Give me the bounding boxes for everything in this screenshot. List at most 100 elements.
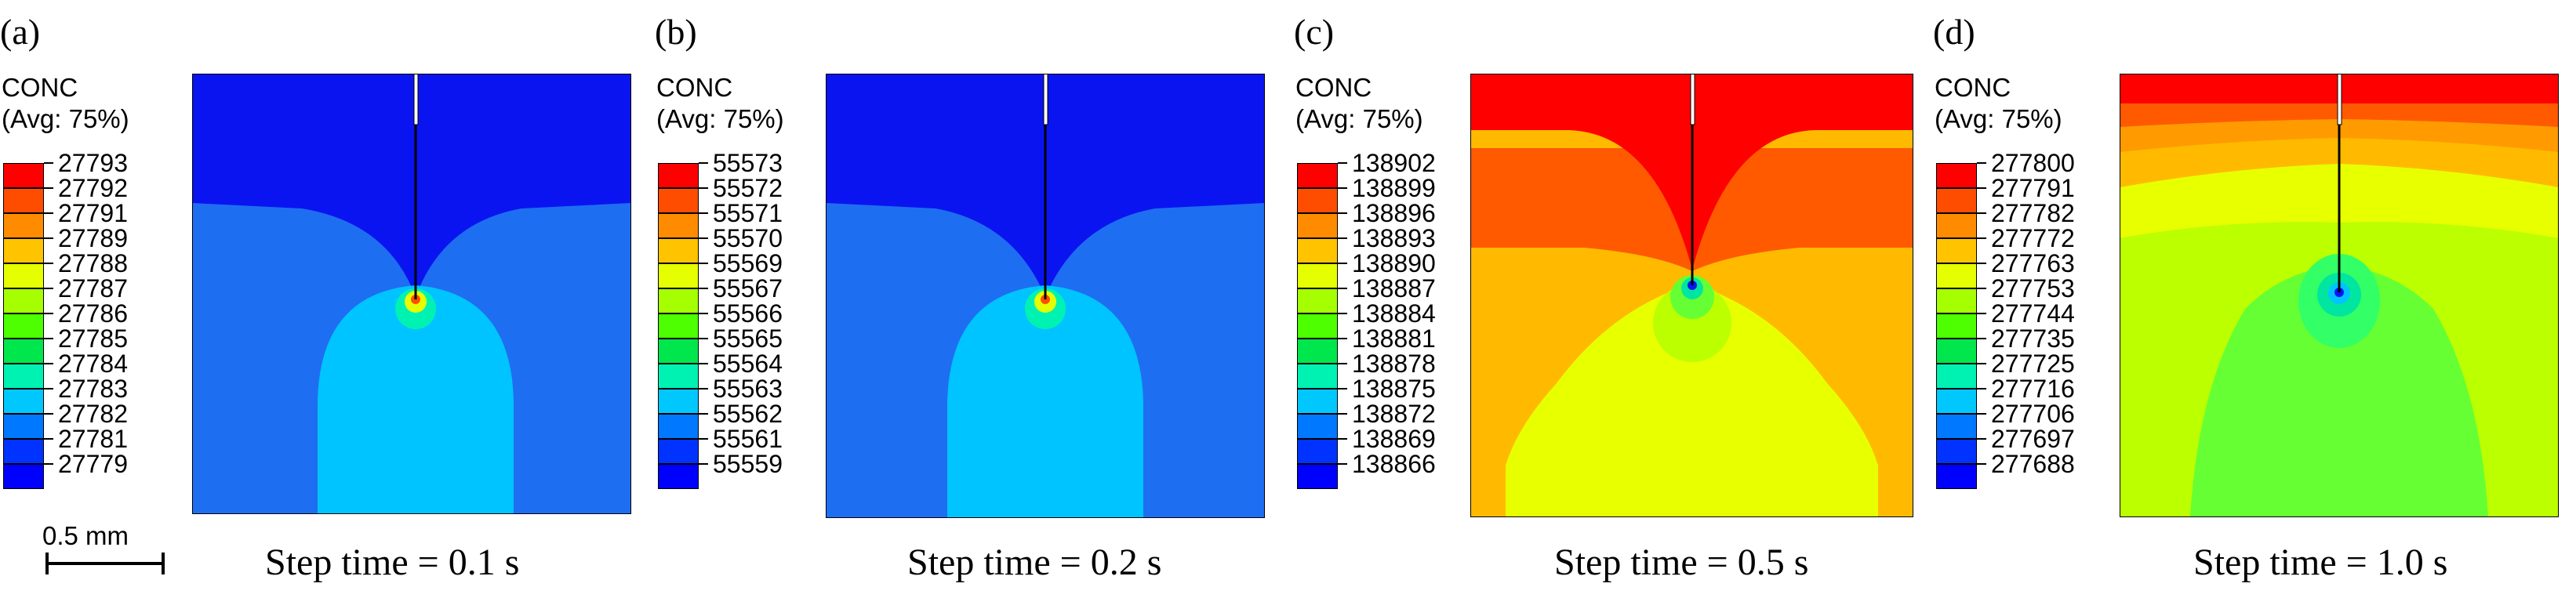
legend-swatch	[1936, 364, 1977, 389]
panel-label: (c)	[1294, 12, 1335, 52]
legend-tick	[1338, 187, 1347, 189]
legend-tick	[1977, 463, 1986, 465]
legend-swatch	[1297, 163, 1338, 188]
legend-tick	[699, 288, 708, 289]
legend-swatch	[3, 188, 44, 213]
legend-tick	[44, 237, 53, 239]
legend-swatch	[1936, 414, 1977, 439]
legend-value: 55563	[713, 375, 783, 403]
region-plume	[947, 285, 1143, 518]
notch-slit	[2337, 74, 2342, 125]
legend-avg-text: (Avg: 75%)	[1935, 104, 2062, 133]
legend-swatch	[1936, 389, 1977, 414]
legend-title-text: CONC	[1295, 73, 1372, 102]
legend-swatch	[3, 364, 44, 389]
legend-swatch	[1297, 313, 1338, 339]
scale-bar-cap-left	[45, 553, 49, 574]
legend-value: 55565	[713, 324, 783, 353]
region-top	[192, 74, 631, 297]
legend-swatch	[3, 263, 44, 288]
legend-tick	[1977, 313, 1986, 314]
notch-slit	[1043, 74, 1048, 125]
legend-swatch	[3, 414, 44, 439]
legend-tick	[44, 413, 53, 415]
legend-tick	[44, 463, 53, 465]
panel-d: (d) CONC (Avg: 75%) 277800 277791 277782 27…	[1933, 0, 2576, 616]
legend-tick	[1977, 162, 1986, 164]
legend-value: 138890	[1352, 249, 1436, 277]
legend-swatch	[658, 163, 699, 188]
legend-swatch	[1297, 339, 1338, 364]
legend-value: 277791	[1991, 174, 2075, 202]
legend-swatch	[1297, 364, 1338, 389]
legend-avg-text: (Avg: 75%)	[2, 104, 129, 133]
panel-label: (a)	[0, 12, 41, 52]
region-green-light	[2190, 266, 2488, 517]
legend-value: 277800	[1991, 149, 2075, 177]
legend-tick	[44, 288, 53, 289]
legend-title: CONC (Avg: 75%)	[1935, 72, 2062, 135]
legend-value: 277735	[1991, 324, 2075, 353]
legend-tick	[699, 463, 708, 465]
legend-value: 27782	[58, 400, 128, 428]
legend-value: 277772	[1991, 224, 2075, 252]
legend-swatch	[3, 213, 44, 238]
legend-tick	[1338, 438, 1347, 440]
legend-swatch	[1936, 213, 1977, 238]
legend-value: 277697	[1991, 425, 2075, 453]
legend-value: 277744	[1991, 299, 2075, 328]
legend-tick	[1338, 363, 1347, 364]
legend-value: 55572	[713, 174, 783, 202]
legend-tick	[44, 313, 53, 314]
legend-value: 277782	[1991, 199, 2075, 227]
panel-a: (a) CONC (Avg: 75%) 27793 27792 27791 27789…	[0, 0, 643, 616]
legend-swatch	[3, 163, 44, 188]
legend-value: 277706	[1991, 400, 2075, 428]
legend-tick	[699, 338, 708, 339]
legend-tick	[1338, 288, 1347, 289]
legend-tick	[1977, 288, 1986, 289]
region-yellow	[1506, 284, 1878, 517]
step-time-caption: Step time = 0.5 s	[1554, 542, 1809, 583]
legend-swatch	[3, 389, 44, 414]
scale-bar-label: 0.5 mm	[42, 521, 129, 550]
legend-swatch	[658, 188, 699, 213]
legend-tick	[1338, 388, 1347, 390]
legend-title: CONC (Avg: 75%)	[1295, 72, 1423, 135]
legend-swatch	[658, 439, 699, 464]
contour-plot	[192, 74, 631, 514]
panel-label: (d)	[1933, 12, 1975, 52]
legend-swatch	[3, 313, 44, 339]
legend-avg-text: (Avg: 75%)	[1295, 104, 1423, 133]
legend-value: 138893	[1352, 224, 1436, 252]
legend-swatch	[3, 339, 44, 364]
legend-tick	[1338, 162, 1347, 164]
legend-title: CONC (Avg: 75%)	[2, 72, 129, 135]
legend-tick	[699, 263, 708, 264]
legend-tick	[1977, 237, 1986, 239]
legend-value: 138872	[1352, 400, 1436, 428]
legend-swatch	[1297, 288, 1338, 313]
legend-swatch	[658, 364, 699, 389]
legend-swatch	[658, 414, 699, 439]
legend-swatch	[1936, 464, 1977, 489]
legend-swatch	[1297, 263, 1338, 288]
legend-tick	[44, 363, 53, 364]
contour-plot	[826, 74, 1265, 518]
contour-plot	[2120, 74, 2559, 517]
notch-slit	[1690, 74, 1695, 125]
legend-value: 138887	[1352, 274, 1436, 303]
scale-bar-line	[47, 562, 165, 565]
legend-tick	[44, 187, 53, 189]
legend-value: 55562	[713, 400, 783, 428]
legend-value: 55564	[713, 350, 783, 378]
legend-title: CONC (Avg: 75%)	[656, 72, 784, 135]
legend-value: 138899	[1352, 174, 1436, 202]
legend-swatch	[1297, 389, 1338, 414]
legend-tick	[699, 363, 708, 364]
legend-tick	[1977, 212, 1986, 214]
region-plume	[318, 285, 514, 514]
legend-title-text: CONC	[2, 73, 78, 102]
legend-tick	[44, 438, 53, 440]
legend-value: 55573	[713, 149, 783, 177]
